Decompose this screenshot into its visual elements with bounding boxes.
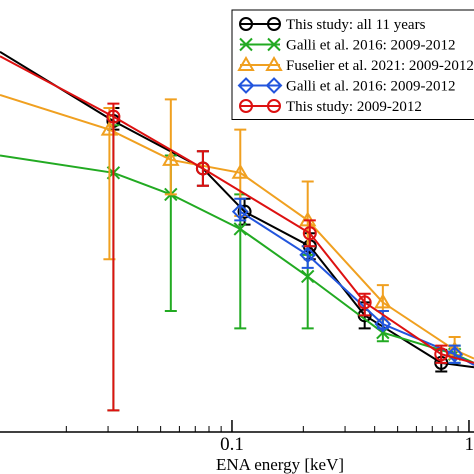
data-point-4-1 <box>106 109 121 124</box>
error-bar-2-2 <box>164 98 177 196</box>
error-bar-4-2 <box>196 150 209 187</box>
legend-entry-1: Galli et al. 2016: 2009-2012 <box>239 37 456 54</box>
legend-marker-left-1 <box>239 37 253 52</box>
data-point-4-3 <box>302 226 317 241</box>
x-tick-label-0: 0.1 <box>220 434 244 455</box>
error-bar-3-0 <box>234 197 247 222</box>
data-point-1-3 <box>233 222 247 236</box>
error-bar-4-3 <box>303 219 316 248</box>
data-point-2-3 <box>231 163 250 179</box>
series-line-2 <box>0 94 474 360</box>
legend-marker-right-2 <box>265 56 283 71</box>
x-tick-label-1: 1 <box>465 434 474 455</box>
legend-marker-left-4 <box>239 99 253 113</box>
legend-label-3: Galli et al. 2016: 2009-2012 <box>286 79 456 95</box>
data-point-4-4 <box>357 295 372 310</box>
error-bar-4-1 <box>107 102 120 412</box>
series-line-0 <box>0 50 474 369</box>
series-4 <box>0 55 474 412</box>
data-point-2-2 <box>162 150 180 166</box>
data-point-1-4 <box>300 269 315 284</box>
legend-entry-2: Fuselier et al. 2021: 2009-2012 <box>237 56 474 74</box>
legend-entry-4: This study: 2009-2012 <box>239 99 422 115</box>
legend-label-0: This study: all 11 years <box>286 17 426 33</box>
data-point-0-3 <box>237 204 252 219</box>
legend-marker-right-4 <box>267 99 281 113</box>
legend-label-4: This study: 2009-2012 <box>286 99 422 115</box>
legend-label-2: Fuselier et al. 2021: 2009-2012 <box>286 58 474 74</box>
data-point-3-1 <box>299 246 317 264</box>
axes-layer: 0.1 1 ENA energy [keV] <box>0 420 474 474</box>
legend: This study: all 11 years Galli et al. 201… <box>231 9 474 120</box>
legend-marker-left-2 <box>237 56 255 71</box>
legend-marker-left-3 <box>237 77 255 94</box>
legend-marker-right-0 <box>267 17 281 31</box>
data-point-4-2 <box>195 161 210 176</box>
data-point-4-5 <box>434 347 449 362</box>
series-3 <box>231 197 474 366</box>
legend-label-1: Galli et al. 2016: 2009-2012 <box>286 38 456 54</box>
data-point-2-5 <box>374 293 392 309</box>
data-point-3-3 <box>446 345 464 363</box>
series-line-1 <box>0 154 474 364</box>
data-point-3-2 <box>374 315 392 333</box>
data-point-3-0 <box>231 203 249 221</box>
x-axis-label: ENA energy [keV] <box>216 455 344 474</box>
legend-marker-right-1 <box>267 37 281 52</box>
legend-marker-right-3 <box>265 77 283 94</box>
legend-marker-left-0 <box>239 17 253 31</box>
legend-entry-0: This study: all 11 years <box>239 17 426 33</box>
series-layer <box>0 50 474 412</box>
legend-entry-3: Galli et al. 2016: 2009-2012 <box>237 77 456 95</box>
